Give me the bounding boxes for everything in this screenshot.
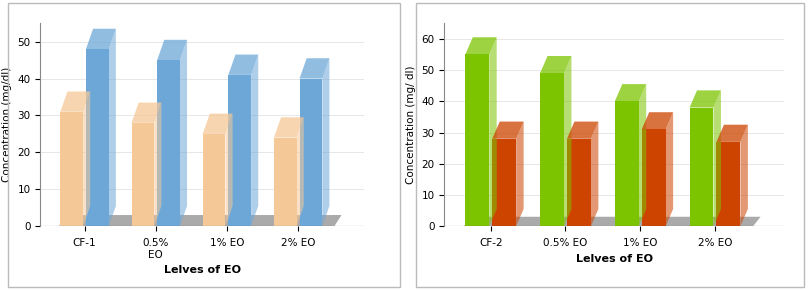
Polygon shape	[61, 112, 83, 226]
Polygon shape	[540, 73, 564, 226]
Polygon shape	[642, 129, 666, 226]
Y-axis label: Concentration (mg/ dl): Concentration (mg/ dl)	[406, 66, 416, 184]
Polygon shape	[154, 103, 162, 226]
Polygon shape	[591, 122, 599, 226]
Polygon shape	[274, 138, 297, 226]
X-axis label: Lelves of EO: Lelves of EO	[575, 253, 653, 264]
Polygon shape	[157, 60, 180, 226]
Polygon shape	[666, 112, 673, 226]
Polygon shape	[540, 56, 571, 73]
Polygon shape	[465, 55, 490, 226]
Polygon shape	[717, 142, 740, 226]
Polygon shape	[225, 114, 233, 226]
Polygon shape	[157, 40, 187, 60]
Polygon shape	[86, 49, 109, 226]
Polygon shape	[490, 37, 497, 226]
Polygon shape	[464, 217, 760, 226]
Polygon shape	[109, 29, 116, 226]
Polygon shape	[615, 84, 646, 101]
Y-axis label: Concentration (mg/dl): Concentration (mg/dl)	[2, 67, 12, 182]
Polygon shape	[274, 117, 304, 138]
Polygon shape	[203, 114, 233, 134]
Polygon shape	[300, 79, 322, 226]
Polygon shape	[516, 122, 524, 226]
Polygon shape	[86, 29, 116, 49]
Polygon shape	[492, 122, 524, 139]
Polygon shape	[59, 215, 342, 226]
Polygon shape	[322, 58, 330, 226]
Polygon shape	[713, 90, 721, 226]
Polygon shape	[567, 139, 591, 226]
Polygon shape	[203, 134, 225, 226]
Polygon shape	[564, 56, 571, 226]
Polygon shape	[132, 123, 154, 226]
Polygon shape	[639, 84, 646, 226]
Polygon shape	[615, 101, 639, 226]
Polygon shape	[717, 125, 748, 142]
Polygon shape	[465, 37, 497, 55]
Polygon shape	[492, 139, 516, 226]
Polygon shape	[740, 125, 748, 226]
Polygon shape	[689, 108, 713, 226]
Polygon shape	[83, 91, 90, 226]
Polygon shape	[642, 112, 673, 129]
Polygon shape	[229, 75, 251, 226]
X-axis label: Lelves of EO: Lelves of EO	[163, 265, 241, 275]
Polygon shape	[300, 58, 330, 79]
Polygon shape	[132, 103, 162, 123]
Polygon shape	[61, 91, 90, 112]
Polygon shape	[567, 122, 599, 139]
Polygon shape	[689, 90, 721, 108]
Polygon shape	[297, 117, 304, 226]
Polygon shape	[180, 40, 187, 226]
Polygon shape	[251, 55, 259, 226]
Polygon shape	[229, 55, 259, 75]
